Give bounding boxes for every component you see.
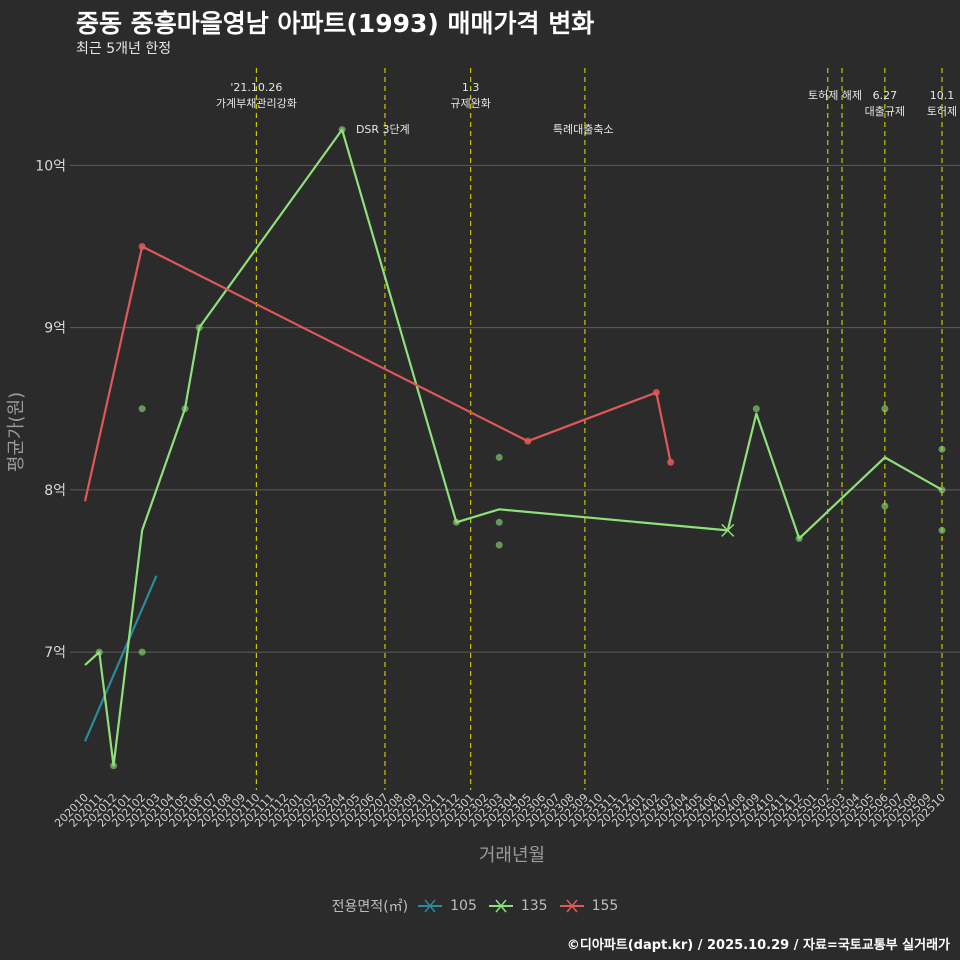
event-label: 특례대출축소 — [553, 123, 614, 136]
data-point-135 — [110, 762, 118, 770]
data-point-135 — [795, 535, 803, 543]
series-lines — [83, 128, 943, 767]
y-axis-label: 평균가(원) — [6, 392, 27, 472]
data-point-135 — [938, 445, 946, 453]
series-line-135 — [84, 128, 943, 767]
y-tick-label: 8억 — [44, 483, 66, 499]
legend-item-155: 155 — [558, 898, 619, 914]
chart-subtitle: 최근 5개년 한정 — [76, 41, 172, 57]
event-label: 1.3 — [462, 81, 480, 94]
event-label: 10.1 — [930, 89, 955, 102]
event-label: 6.27 — [873, 89, 898, 102]
data-point-135 — [495, 453, 503, 461]
y-tick-label: 10억 — [35, 158, 66, 174]
data-point-135 — [752, 405, 760, 413]
legend-label-135: 135 — [520, 898, 548, 914]
series-line-105 — [83, 575, 158, 742]
legend-swatch-105 — [418, 899, 443, 913]
legend-swatch-155 — [559, 899, 584, 913]
event-label: 토허제 — [927, 105, 957, 118]
data-point-135 — [138, 648, 146, 656]
data-point-155 — [667, 458, 675, 466]
data-point-135 — [181, 405, 189, 413]
legend-item-135: 135 — [487, 898, 548, 914]
event-label: 대출규제 — [865, 105, 905, 118]
y-tick-label: 9억 — [44, 321, 66, 337]
data-point-155 — [524, 437, 532, 445]
x-axis-label: 거래년월 — [479, 845, 545, 866]
data-point-135 — [938, 486, 946, 494]
data-points — [95, 126, 946, 770]
event-label: '21.10.26 — [230, 81, 282, 94]
data-point-155 — [652, 388, 660, 396]
data-point-135 — [452, 518, 460, 526]
data-point-135 — [495, 541, 503, 549]
data-point-135 — [495, 518, 503, 526]
source-caption: ©디아파트(dapt.kr) / 2025.10.29 / 자료=국토교통부 실… — [566, 938, 950, 953]
event-label: 가계부채관리강화 — [216, 97, 297, 110]
legend-label-105: 105 — [450, 898, 477, 914]
series-line-155 — [83, 245, 672, 502]
event-label: DSR 3단계 — [356, 123, 410, 136]
legend-item-105: 105 — [416, 898, 477, 914]
data-point-135 — [95, 648, 103, 656]
event-label: 규제완화 — [450, 97, 490, 110]
data-point-135 — [881, 502, 889, 510]
grid-lines — [70, 164, 960, 653]
event-label: 토허제 해제 — [808, 88, 862, 102]
legend-label-155: 155 — [591, 898, 619, 914]
data-point-135 — [938, 526, 946, 534]
data-point-135 — [338, 126, 346, 134]
data-point-155 — [138, 242, 146, 250]
chart-title: 중동 중흥마을영남 아파트(1993) 매매가격 변화 — [76, 9, 595, 38]
x-marker-135 — [721, 523, 735, 537]
y-tick-label: 7억 — [44, 645, 66, 661]
data-point-135 — [195, 324, 203, 332]
y-axis: 7억 8억 9억 10억 — [35, 158, 66, 661]
x-axis: 2020102020112020122021012021022021032021… — [52, 791, 948, 830]
legend-title: 전용면적(㎡) — [331, 899, 409, 915]
data-point-135 — [881, 405, 889, 413]
legend: 전용면적(㎡) 105 135 155 — [0, 896, 960, 916]
data-point-135 — [138, 405, 146, 413]
legend-swatch-135 — [488, 899, 513, 913]
